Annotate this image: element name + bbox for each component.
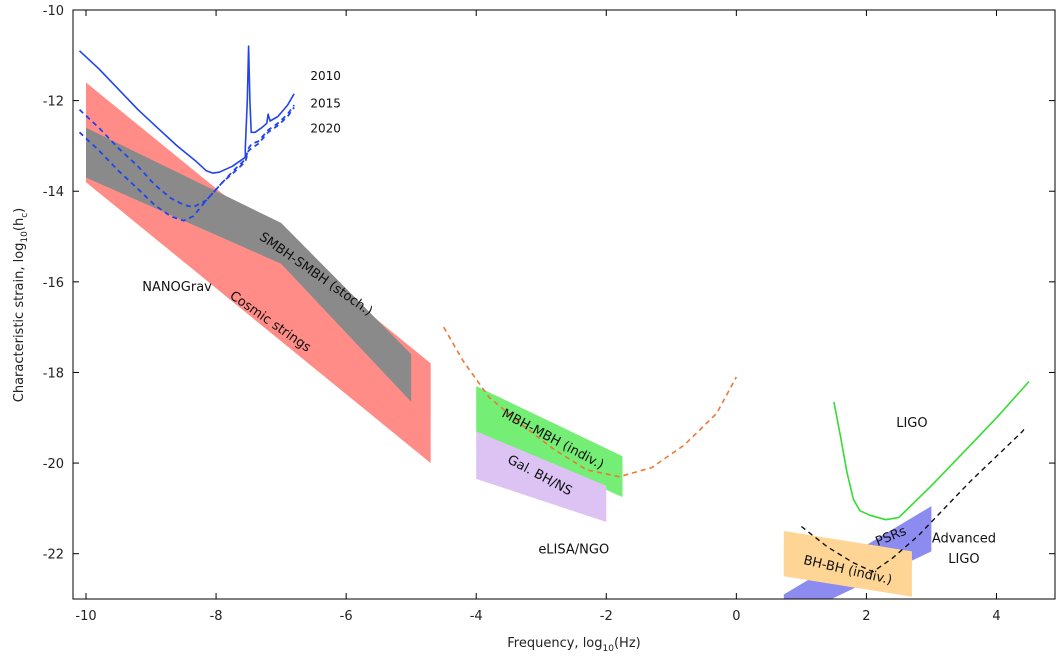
annotation-y2020: 2020 bbox=[310, 121, 341, 135]
y-tick-label: -12 bbox=[43, 95, 64, 110]
curve-pta-2 bbox=[78, 106, 295, 222]
annotation-ligo: LIGO bbox=[896, 416, 927, 431]
y-tick-label: -18 bbox=[43, 366, 64, 381]
y-tick-label: -10 bbox=[43, 4, 64, 19]
plot-frame bbox=[72, 9, 1056, 600]
x-tick-label: 0 bbox=[732, 609, 740, 624]
region-smbh bbox=[86, 127, 412, 402]
x-axis: -10 -8 -6 -4 -2 0 2 4 bbox=[75, 10, 1001, 624]
annotation-nanograv: NANOGrav bbox=[142, 280, 212, 295]
curve-pta-0 bbox=[78, 45, 295, 174]
x-axis-label: Frequency, log10(Hz) bbox=[507, 636, 640, 654]
x-tick-label: -8 bbox=[210, 609, 223, 624]
y-axis-label: Characteristic strain, log10(hc) bbox=[12, 208, 30, 402]
region-cosmic_strings bbox=[86, 82, 431, 464]
x-tick-label: 2 bbox=[862, 609, 870, 624]
annotation-y2010: 2010 bbox=[310, 69, 341, 83]
y-tick-label: -16 bbox=[43, 276, 64, 291]
y-tick-label: -22 bbox=[43, 548, 64, 563]
y-tick-label: -14 bbox=[43, 185, 64, 200]
x-tick-label: -10 bbox=[75, 609, 96, 624]
annotation-elisa: eLISA/NGO bbox=[538, 543, 609, 558]
y-axis: -10 -12 -14 -16 -18 -20 -22 bbox=[43, 4, 1055, 563]
curve-elisa-3 bbox=[443, 326, 738, 478]
plot-content bbox=[78, 45, 1030, 599]
region-gal bbox=[476, 431, 607, 522]
x-tick-label: -6 bbox=[340, 609, 353, 624]
curve-ligo-4 bbox=[833, 380, 1030, 521]
x-tick-label: 4 bbox=[992, 609, 1000, 624]
region-mbh bbox=[476, 386, 623, 498]
y-tick-label: -20 bbox=[43, 457, 64, 472]
region-bhbh bbox=[783, 531, 912, 597]
annotation-aligo1: Advanced bbox=[932, 531, 996, 546]
annotation-aligo2: LIGO bbox=[948, 552, 979, 567]
annotation-y2015: 2015 bbox=[310, 96, 341, 110]
x-tick-label: -2 bbox=[600, 609, 613, 624]
x-tick-label: -4 bbox=[470, 609, 483, 624]
